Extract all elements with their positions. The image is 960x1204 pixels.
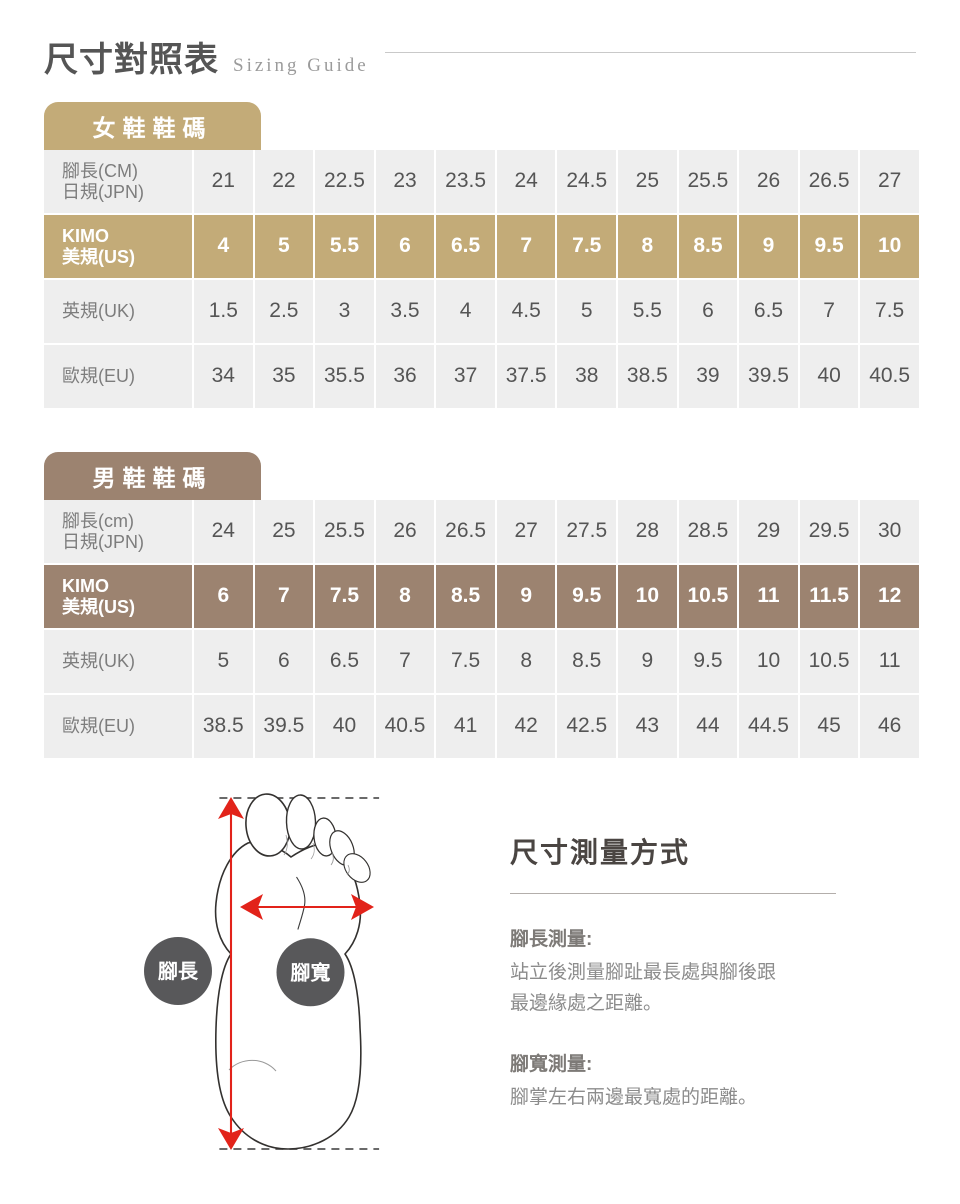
svg-text:腳長: 腳長	[158, 960, 199, 983]
svg-text:腳寬: 腳寬	[291, 960, 331, 984]
